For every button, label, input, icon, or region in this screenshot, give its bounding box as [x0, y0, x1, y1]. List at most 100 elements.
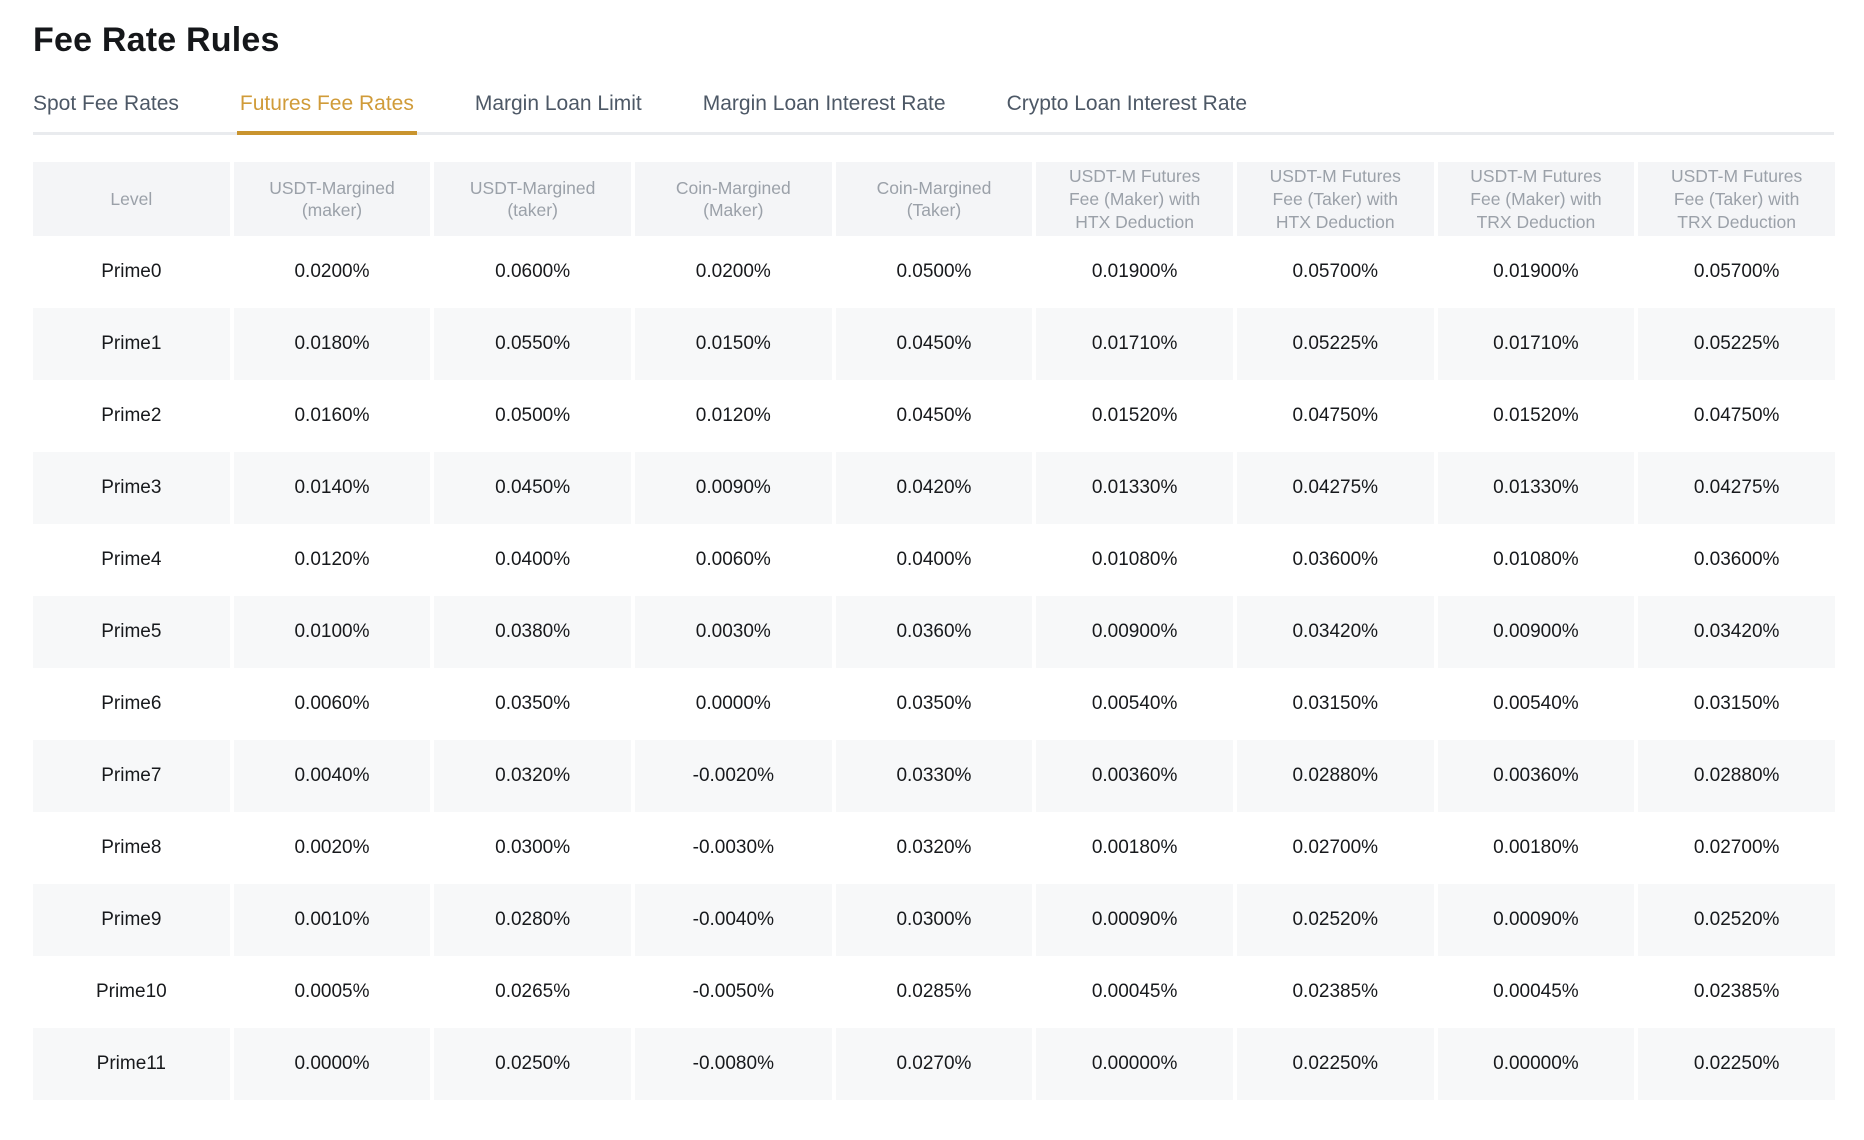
table-row: Prime8 0.0020% 0.0300% -0.0030% 0.0320% 0.001… [33, 812, 1835, 885]
column-header: Level [33, 162, 230, 237]
fee-cell: 0.03600% [1638, 524, 1835, 597]
fee-cell: 0.0285% [835, 956, 1033, 1029]
fee-cell: 0.0000% [233, 1028, 431, 1101]
fee-cell: 0.0350% [835, 668, 1033, 741]
fee-cell: 0.03600% [1236, 524, 1434, 597]
fee-cell: 0.0140% [233, 452, 431, 525]
fee-cell: 0.0320% [434, 740, 631, 813]
fee-cell: 0.0030% [634, 596, 832, 669]
fee-cell: 0.0450% [835, 308, 1033, 381]
fee-cell: -0.0050% [634, 956, 832, 1029]
fee-cell: 0.00090% [1036, 884, 1233, 957]
fee-cell: 0.02385% [1638, 956, 1835, 1029]
fee-cell: 0.03420% [1236, 596, 1434, 669]
fee-cell: 0.0420% [835, 452, 1033, 525]
level-cell: Prime3 [33, 452, 230, 525]
fee-cell: 0.00045% [1036, 956, 1233, 1029]
table-header-row: Level USDT-Margined (maker) USDT-Margined … [33, 162, 1835, 237]
fee-cell: 0.05700% [1236, 236, 1434, 309]
level-cell: Prime8 [33, 812, 230, 885]
fee-cell: 0.0500% [434, 380, 631, 453]
fee-cell: -0.0020% [634, 740, 832, 813]
tab-margin-loan-limit[interactable]: Margin Loan Limit [474, 92, 642, 116]
level-cell: Prime4 [33, 524, 230, 597]
fee-cell: 0.03150% [1638, 668, 1835, 741]
fee-cell: 0.0090% [634, 452, 832, 525]
fee-cell: 0.0450% [434, 452, 631, 525]
table-row: Prime10 0.0005% 0.0265% -0.0050% 0.0285% 0.00… [33, 956, 1835, 1029]
fee-cell: 0.04275% [1236, 452, 1434, 525]
fee-cell: 0.02880% [1638, 740, 1835, 813]
column-header: Coin-Margined (Maker) [634, 162, 832, 237]
fee-cell: 0.0060% [634, 524, 832, 597]
fee-cell: 0.05225% [1638, 308, 1835, 381]
fee-cell: 0.05700% [1638, 236, 1835, 309]
fee-cell: 0.01710% [1036, 308, 1233, 381]
level-cell: Prime2 [33, 380, 230, 453]
fee-cell: -0.0040% [634, 884, 832, 957]
fee-cell: 0.0320% [835, 812, 1033, 885]
level-cell: Prime11 [33, 1028, 230, 1101]
fee-cell: 0.0300% [835, 884, 1033, 957]
fee-cell: 0.0400% [434, 524, 631, 597]
fee-cell: 0.0120% [233, 524, 431, 597]
fee-cell: 0.00000% [1437, 1028, 1635, 1101]
fee-cell: 0.0550% [434, 308, 631, 381]
fee-cell: 0.02700% [1638, 812, 1835, 885]
fee-cell: 0.0160% [233, 380, 431, 453]
fee-cell: 0.02520% [1236, 884, 1434, 957]
tab-crypto-loan-interest-rate[interactable]: Crypto Loan Interest Rate [1006, 92, 1248, 116]
fee-cell: 0.0350% [434, 668, 631, 741]
fee-cell: 0.00360% [1036, 740, 1233, 813]
table-row: Prime3 0.0140% 0.0450% 0.0090% 0.0420% 0.0133… [33, 452, 1835, 525]
fee-cell: 0.0100% [233, 596, 431, 669]
column-header: Coin-Margined (Taker) [835, 162, 1033, 237]
fee-cell: 0.02520% [1638, 884, 1835, 957]
fee-cell: 0.01900% [1437, 236, 1635, 309]
tab-futures-fee-rates[interactable]: Futures Fee Rates [236, 93, 417, 136]
level-cell: Prime6 [33, 668, 230, 741]
table-row: Prime4 0.0120% 0.0400% 0.0060% 0.0400% 0.0108… [33, 524, 1835, 597]
table-row: Prime1 0.0180% 0.0550% 0.0150% 0.0450% 0.0171… [33, 308, 1835, 381]
fee-cell: 0.05225% [1236, 308, 1434, 381]
fee-cell: 0.00180% [1036, 812, 1233, 885]
fee-cell: 0.01330% [1036, 452, 1233, 525]
fee-cell: 0.0000% [634, 668, 832, 741]
fee-cell: 0.01710% [1437, 308, 1635, 381]
fee-cell: 0.00000% [1036, 1028, 1233, 1101]
column-header: USDT-M Futures Fee (Maker) with TRX Dedu… [1437, 162, 1635, 237]
level-cell: Prime1 [33, 308, 230, 381]
fee-cell: 0.0120% [634, 380, 832, 453]
tab-margin-loan-interest-rate[interactable]: Margin Loan Interest Rate [702, 92, 946, 116]
fee-cell: 0.0600% [434, 236, 631, 309]
fee-cell: 0.02250% [1638, 1028, 1835, 1101]
fee-cell: 0.0150% [634, 308, 832, 381]
fee-cell: 0.01080% [1036, 524, 1233, 597]
fee-cell: 0.00360% [1437, 740, 1635, 813]
fee-cell: -0.0030% [634, 812, 832, 885]
column-header: USDT-M Futures Fee (Taker) with HTX Dedu… [1236, 162, 1434, 237]
fee-cell: 0.0180% [233, 308, 431, 381]
fee-cell: 0.04750% [1638, 380, 1835, 453]
fee-cell: 0.01900% [1036, 236, 1233, 309]
column-header: USDT-M Futures Fee (Taker) with TRX Dedu… [1638, 162, 1835, 237]
fee-cell: 0.00900% [1437, 596, 1635, 669]
fee-cell: 0.0010% [233, 884, 431, 957]
fee-cell: 0.0360% [835, 596, 1033, 669]
fee-cell: -0.0080% [634, 1028, 832, 1101]
tab-spot-fee-rates[interactable]: Spot Fee Rates [33, 92, 179, 116]
column-header: USDT-Margined (maker) [233, 162, 431, 237]
table-row: Prime0 0.0200% 0.0600% 0.0200% 0.0500% 0.0190… [33, 236, 1835, 309]
fee-cell: 0.0400% [835, 524, 1033, 597]
fee-cell: 0.02250% [1236, 1028, 1434, 1101]
fee-cell: 0.0330% [835, 740, 1033, 813]
fee-cell: 0.0005% [233, 956, 431, 1029]
fee-cell: 0.0250% [434, 1028, 631, 1101]
page-title: Fee Rate Rules [33, 21, 280, 59]
fee-cell: 0.02385% [1236, 956, 1434, 1029]
fee-cell: 0.00540% [1036, 668, 1233, 741]
table-row: Prime9 0.0010% 0.0280% -0.0040% 0.0300% 0.000… [33, 884, 1835, 957]
fee-rate-rules-page: Fee Rate Rules Spot Fee Rates Futures Fee… [0, 21, 1864, 1101]
fee-cell: 0.00180% [1437, 812, 1635, 885]
fee-cell: 0.00045% [1437, 956, 1635, 1029]
